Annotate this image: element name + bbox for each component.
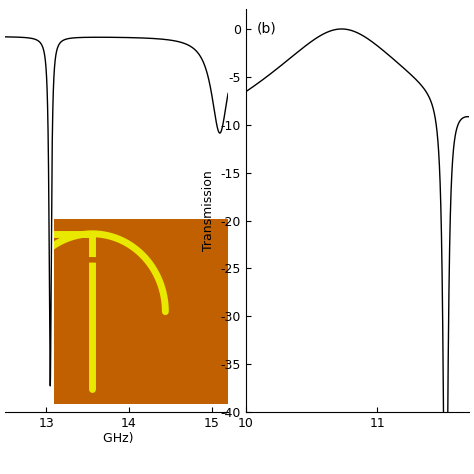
Text: (b): (b) — [257, 22, 277, 36]
Y-axis label: Transmission: Transmission — [202, 171, 215, 251]
X-axis label:  GHz): GHz) — [99, 432, 134, 445]
